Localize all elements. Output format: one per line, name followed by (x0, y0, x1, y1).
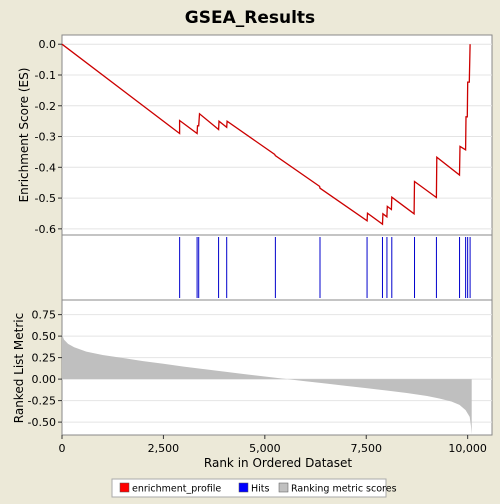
metric-y-tick-label: 0.75 (32, 309, 57, 322)
legend-swatch (119, 482, 130, 493)
metric-y-tick-label: -0.25 (28, 395, 56, 408)
es-series (61, 43, 471, 226)
es-y-tick-label: -0.6 (35, 223, 56, 236)
x-tick-label: 7,500 (350, 442, 382, 455)
es-y-tick-label: -0.5 (35, 192, 56, 205)
metric-y-tick-label: 0.25 (32, 352, 57, 365)
x-axis-label: Rank in Ordered Dataset (204, 456, 352, 470)
es-y-tick-label: -0.4 (35, 161, 56, 174)
metric-y-tick-label: 0.00 (32, 373, 57, 386)
hit-markers (179, 237, 471, 298)
metric-y-axis-label: Ranked List Metric (12, 313, 26, 423)
x-tick-label: 0 (59, 442, 66, 455)
x-tick-label: 10,000 (448, 442, 487, 455)
enrichment-score-panel: 0.0 -0.1 -0.2 -0.3 -0.4 -0.5 -0.6 Enrichment S… (17, 34, 493, 236)
es-y-ticks: 0.0 -0.1 -0.2 -0.3 -0.4 -0.5 -0.6 (35, 38, 62, 236)
legend: enrichment_profile Hits Ranking metric sco… (111, 478, 397, 498)
x-tick-label: 5,000 (249, 442, 281, 455)
es-plot-area (61, 34, 493, 236)
legend-label: Ranking metric scores (291, 484, 397, 495)
es-y-tick-label: -0.1 (35, 69, 56, 82)
ranked-metric-panel: 0.75 0.50 0.25 0.00 -0.25 -0.50 Ranked List M… (12, 299, 493, 436)
metric-y-tick-label: 0.50 (32, 330, 57, 343)
es-y-tick-label: 0.0 (39, 38, 57, 51)
x-axis: 0 2,500 5,000 7,500 10,000 (59, 435, 487, 455)
es-gridlines (62, 43, 492, 230)
x-tick-label: 2,500 (148, 442, 180, 455)
es-y-tick-label: -0.2 (35, 100, 56, 113)
hits-panel (61, 234, 493, 301)
metric-y-tick-label: -0.50 (28, 416, 56, 429)
legend-swatch (278, 482, 289, 493)
enrichment-profile-line (61, 43, 471, 226)
legend-label: enrichment_profile (132, 484, 221, 495)
ranking-metric-area (62, 334, 472, 435)
chart-title: GSEA_Results (185, 8, 315, 28)
hits-plot-area (61, 234, 493, 301)
legend-swatch (238, 482, 249, 493)
es-y-axis-label: Enrichment Score (ES) (17, 68, 31, 203)
metric-y-ticks: 0.75 0.50 0.25 0.00 -0.25 -0.50 (28, 309, 62, 429)
legend-label: Hits (251, 484, 270, 495)
legend-box (111, 478, 387, 498)
es-y-tick-label: -0.3 (35, 131, 56, 144)
